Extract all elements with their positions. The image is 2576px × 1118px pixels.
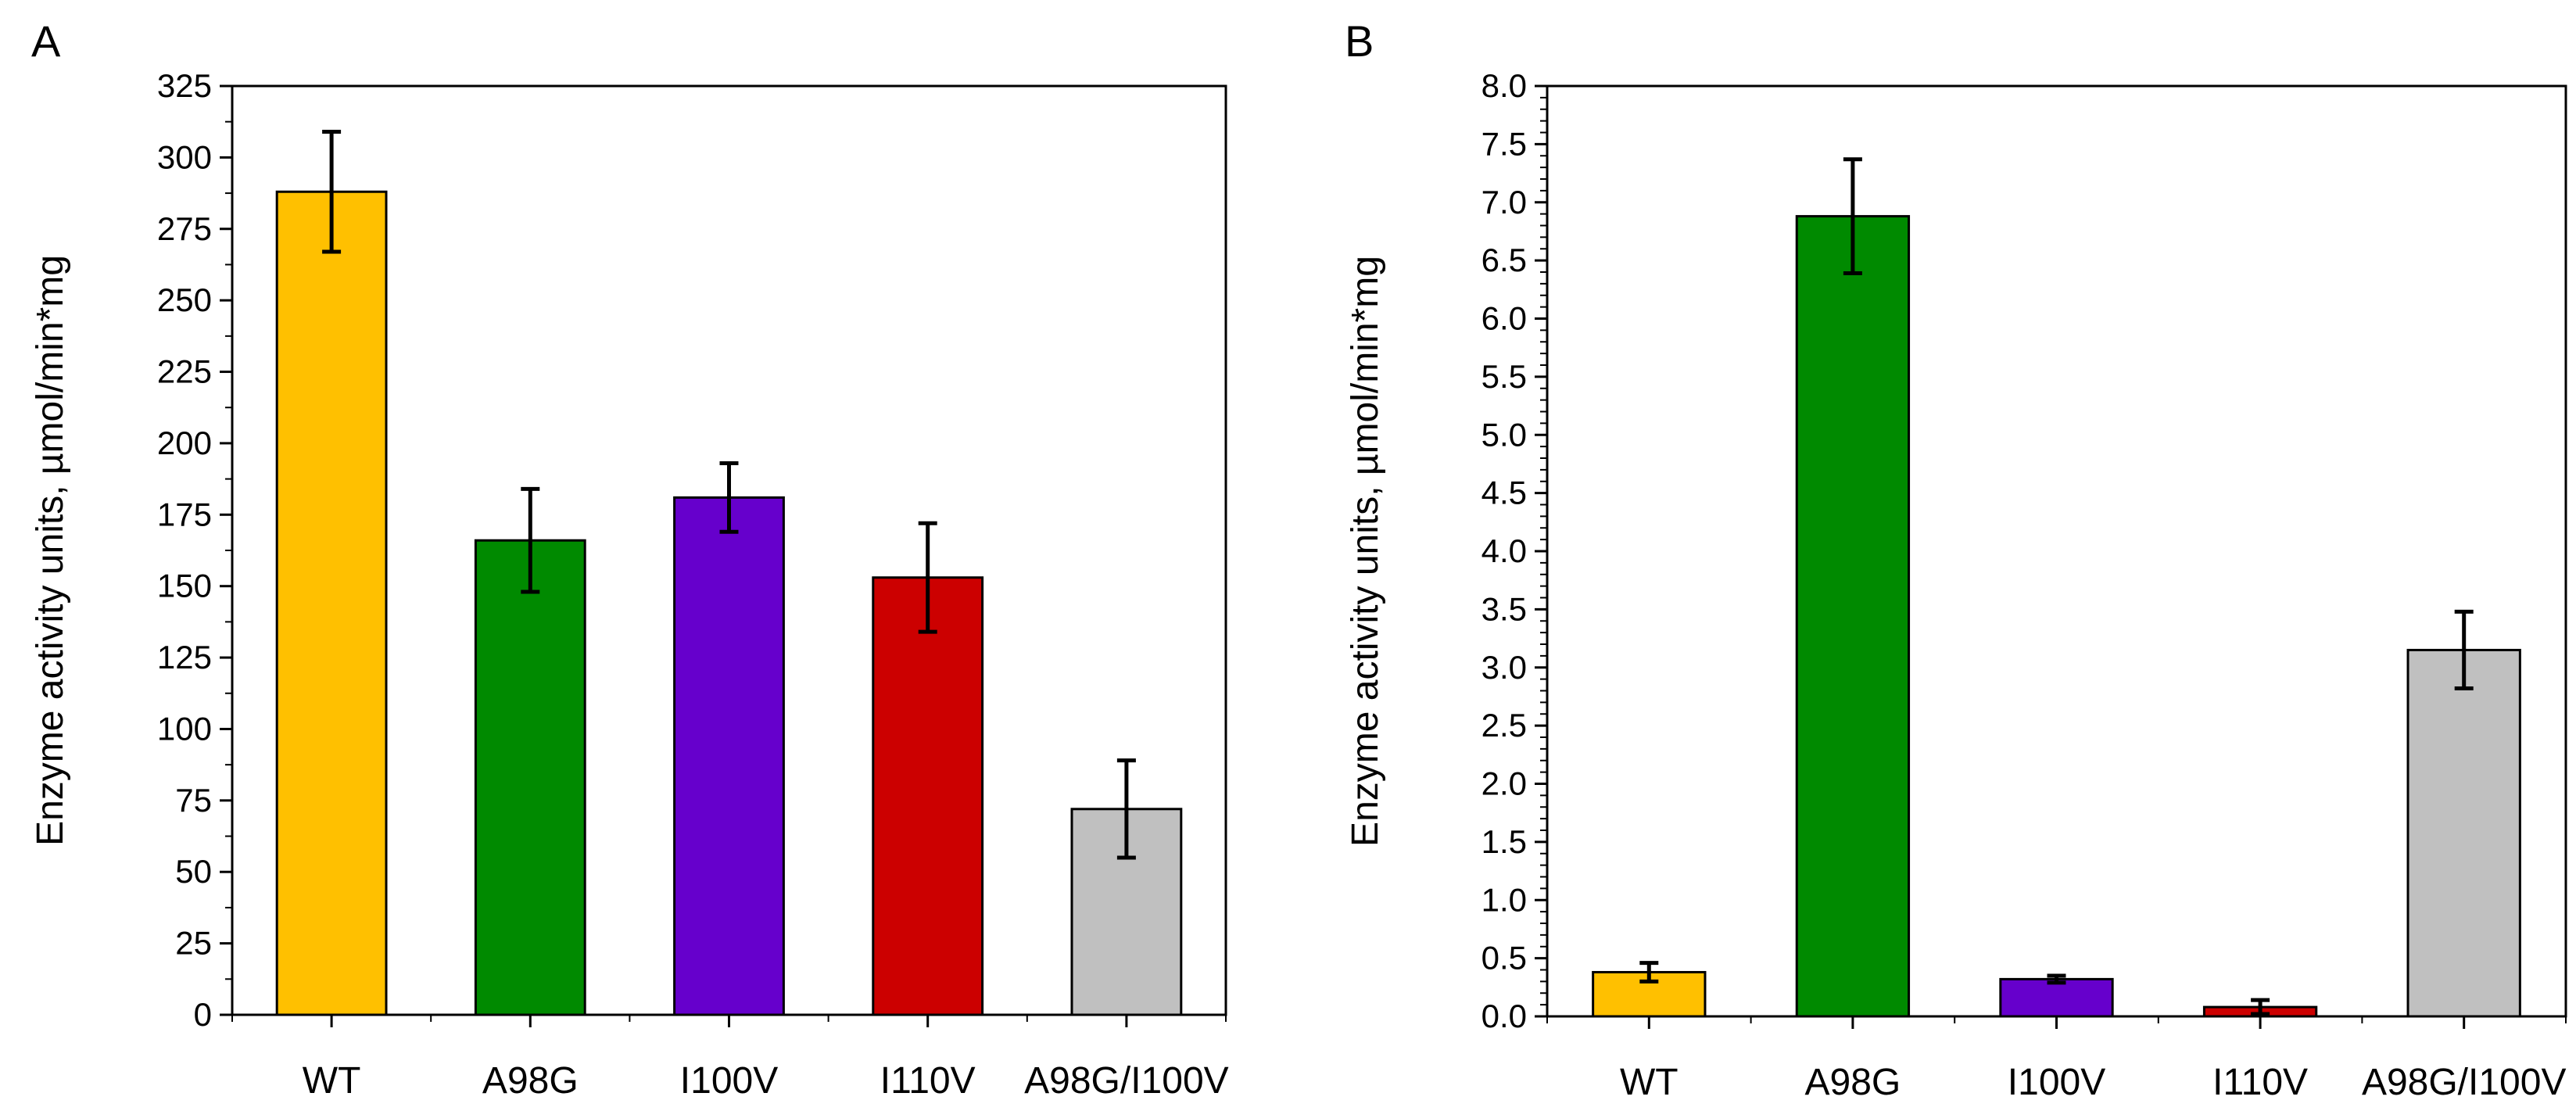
y-tick-label: 0	[194, 996, 212, 1033]
x-tick-label: WT	[1620, 1062, 1679, 1103]
panel-a: A WT A98G I100V I110V A98G/I100V 0 25 50 75 100 125…	[30, 16, 1229, 1102]
x-tick-label: I110V	[880, 1060, 976, 1102]
y-tick-label: 50	[175, 853, 212, 890]
bar	[474, 539, 586, 1016]
y-tick-label: 3.0	[1481, 649, 1527, 686]
x-tick-label: A98G/I100V	[2362, 1062, 2567, 1103]
y-tick-label: 25	[175, 925, 212, 962]
y-tick-label: 1.5	[1481, 823, 1527, 860]
y-tick-label: 4.5	[1481, 475, 1527, 511]
plot-frame	[1546, 84, 2567, 1018]
y-tick-label: 175	[157, 496, 212, 532]
y-tick-label: 0.5	[1481, 940, 1527, 976]
y-tick-label: 275	[157, 210, 212, 247]
bar	[1999, 977, 2114, 1018]
x-tick-label: A98G	[482, 1060, 579, 1102]
y-axis-title: Enzyme activity units, µmol/min*mg	[30, 255, 71, 846]
x-tick-label: I110V	[2212, 1062, 2308, 1103]
y-axis-title: Enzyme activity units, µmol/min*mg	[1345, 256, 1386, 847]
plot-frame	[231, 84, 1227, 1016]
y-tick-label: 75	[175, 782, 212, 819]
y-tick-label: 5.5	[1481, 358, 1527, 395]
panel-letter: B	[1345, 16, 1374, 66]
y-tick-label: 125	[157, 639, 212, 675]
y-tick-label: 300	[157, 138, 212, 175]
y-tick-label: 250	[157, 281, 212, 318]
bar	[275, 190, 388, 1016]
y-tick-label: 3.5	[1481, 590, 1527, 627]
y-tick-label: 4.0	[1481, 532, 1527, 569]
y-tick-label: 225	[157, 353, 212, 390]
y-tick-label: 6.0	[1481, 300, 1527, 337]
y-tick-label: 200	[157, 425, 212, 461]
y-tick-label: 2.0	[1481, 765, 1527, 802]
y-tick-label: 7.5	[1481, 125, 1527, 162]
panel-letter: A	[31, 16, 61, 66]
panel-b: B WT A98G I100V I110V A98G/I100V 0.0 0.5 1.0 1.5 2…	[1345, 16, 2567, 1103]
y-tick-label: 1.0	[1481, 881, 1527, 918]
bar	[2406, 648, 2521, 1018]
x-tick-label: A98G	[1805, 1062, 1901, 1103]
bar	[673, 496, 785, 1016]
y-tick-label: 150	[157, 568, 212, 604]
y-tick-label: 100	[157, 710, 212, 747]
y-tick-label: 325	[157, 67, 212, 104]
y-tick-label: 6.5	[1481, 242, 1527, 278]
x-tick-label: WT	[303, 1060, 361, 1102]
bar	[1795, 215, 1911, 1018]
y-tick-label: 0.0	[1481, 998, 1527, 1034]
y-tick-label: 5.0	[1481, 416, 1527, 453]
y-tick-label: 8.0	[1481, 67, 1527, 104]
x-tick-label: I100V	[680, 1060, 778, 1102]
y-tick-label: 7.0	[1481, 184, 1527, 220]
x-tick-label: A98G/I100V	[1024, 1060, 1229, 1102]
x-tick-label: I100V	[2008, 1062, 2105, 1103]
y-tick-label: 2.5	[1481, 707, 1527, 744]
bar	[872, 576, 984, 1016]
